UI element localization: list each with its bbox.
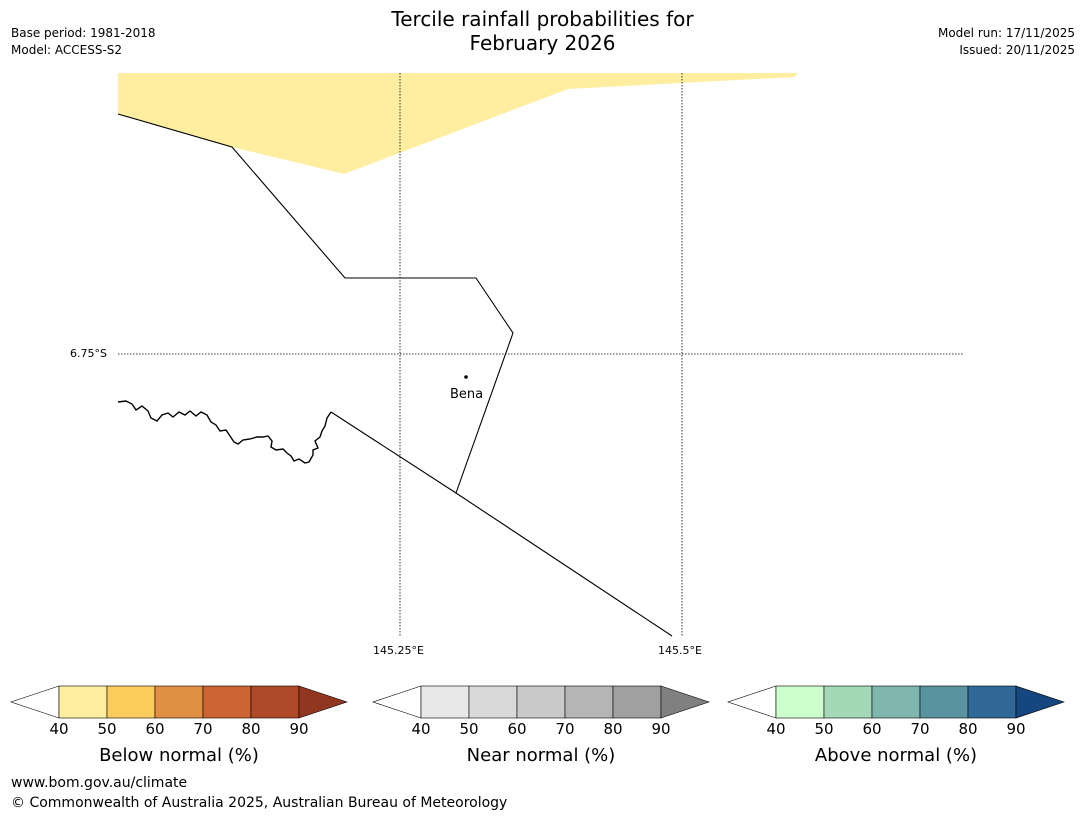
- model-run-text: Model run: 17/11/2025: [937, 26, 1075, 40]
- map-title: Tercile rainfall probabilities for Febru…: [0, 7, 1085, 55]
- district-boundary: [117, 113, 514, 494]
- colorbar-above-normal-high-arrow: [1015, 685, 1065, 719]
- tick-90: 90: [651, 720, 671, 738]
- colorbar-near-normal-bin-60-70: [516, 685, 566, 719]
- colorbar-below-normal-bin-70-80: [202, 685, 252, 719]
- tick-60: 60: [507, 720, 527, 738]
- model-text: Model: ACCESS-S2: [11, 43, 123, 57]
- metadata-left: Base period: 1981-2018 Model: ACCESS-S2: [11, 25, 156, 59]
- tick-50: 50: [97, 720, 117, 738]
- coastline: [117, 400, 332, 464]
- probability-shading-below-normal-40-50: [118, 73, 798, 174]
- tick-70: 70: [193, 720, 213, 738]
- colorbar-above-normal-bin-60-70: [871, 685, 921, 719]
- province-boundary: [330, 411, 673, 637]
- title-line-2: February 2026: [469, 31, 616, 55]
- colorbar-above-normal: [727, 685, 1065, 719]
- tick-60: 60: [862, 720, 882, 738]
- tick-70: 70: [910, 720, 930, 738]
- tick-50: 50: [814, 720, 834, 738]
- town-label-bena: Bena: [450, 387, 484, 402]
- colorbar-above-normal-bin-40-50: [775, 685, 825, 719]
- metadata-right: Model run: 17/11/2025 Issued: 20/11/2025: [938, 25, 1075, 59]
- map-canvas[interactable]: [0, 0, 1085, 680]
- tick-50: 50: [459, 720, 479, 738]
- colorbar-near-normal-label: Near normal (%): [466, 745, 616, 766]
- tick-80: 80: [603, 720, 623, 738]
- colorbar-below-normal-bin-60-70: [154, 685, 204, 719]
- colorbar-below-normal-low-arrow: [10, 685, 60, 719]
- footer-url[interactable]: www.bom.gov.au/climate: [11, 775, 188, 791]
- base-period-text: Base period: 1981-2018: [11, 26, 156, 40]
- colorbar-near-normal-bin-50-60: [468, 685, 518, 719]
- tick-40: 40: [411, 720, 431, 738]
- colorbar-near-normal-bin-40-50: [420, 685, 470, 719]
- footer-copyright: © Commonwealth of Australia 2025, Austra…: [11, 795, 508, 811]
- colorbar-below-normal-bin-50-60: [106, 685, 156, 719]
- tick-40: 40: [766, 720, 786, 738]
- tick-80: 80: [958, 720, 978, 738]
- town-marker-bena[interactable]: [464, 375, 468, 379]
- colorbar-above-normal-low-arrow: [727, 685, 777, 719]
- tick-90: 90: [1006, 720, 1026, 738]
- tick-80: 80: [241, 720, 261, 738]
- colorbar-below-normal-high-arrow: [298, 685, 348, 719]
- tick-60: 60: [145, 720, 165, 738]
- colorbar-below-normal-bin-40-50: [58, 685, 108, 719]
- colorbar-below-normal: [10, 685, 348, 719]
- colorbar-near-normal-high-arrow: [660, 685, 710, 719]
- colorbar-near-normal-bin-70-80: [564, 685, 614, 719]
- colorbar-above-normal-bin-80-90: [967, 685, 1017, 719]
- issued-text: Issued: 20/11/2025: [959, 43, 1075, 57]
- colorbar-below-normal-label: Below normal (%): [99, 745, 259, 766]
- colorbar-near-normal: [372, 685, 710, 719]
- colorbar-above-normal-bin-50-60: [823, 685, 873, 719]
- longitude-label-145-5: 145.5°E: [658, 644, 702, 657]
- colorbar-near-normal-low-arrow: [372, 685, 422, 719]
- latitude-label: 6.75°S: [70, 347, 107, 360]
- tick-90: 90: [289, 720, 309, 738]
- longitude-label-145-25: 145.25°E: [373, 644, 424, 657]
- colorbar-above-normal-bin-70-80: [919, 685, 969, 719]
- colorbar-near-normal-bin-80-90: [612, 685, 662, 719]
- colorbar-below-normal-bin-80-90: [250, 685, 300, 719]
- tick-40: 40: [49, 720, 69, 738]
- colorbar-above-normal-label: Above normal (%): [814, 745, 978, 766]
- title-line-1: Tercile rainfall probabilities for: [391, 7, 694, 31]
- tick-70: 70: [555, 720, 575, 738]
